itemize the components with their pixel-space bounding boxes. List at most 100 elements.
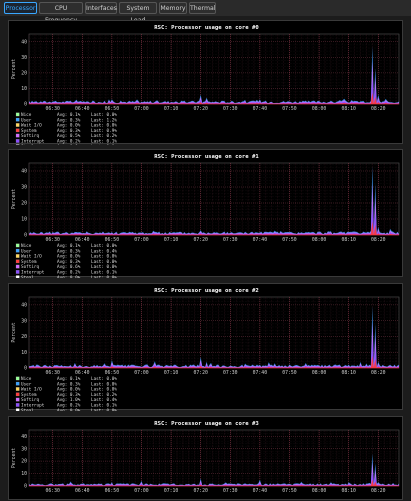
legend-avg: Avg: 0.3% [57,117,81,123]
x-tick-label: 06:50 [105,488,120,494]
legend-avg: Avg: 0.1% [57,243,81,249]
legend-swatch [15,392,20,397]
y-tick-label: 30 [21,446,27,452]
legend-avg: Avg: 0.0% [57,275,81,278]
x-tick-label: 08:10 [341,237,356,243]
legend-avg: Avg: 0.3% [57,248,81,254]
legend-swatch [15,381,20,386]
x-tick-label: 08:10 [341,370,356,376]
legend-swatch [15,123,20,127]
legend-last: Last: 0.0% [91,376,117,382]
x-tick-label: 07:00 [134,488,149,494]
legend-series-name: User [21,381,32,387]
x-tick-label: 07:10 [164,237,179,243]
x-tick-label: 07:40 [253,237,268,243]
legend-swatch [15,408,20,411]
legend-series-name: System [21,392,37,398]
legend-last: Last: 0.0% [91,275,117,278]
tab-memory[interactable]: Memory [159,2,187,14]
legend-swatch [15,248,20,253]
legend-swatch [15,128,20,133]
x-tick-label: 07:40 [253,488,268,494]
legend-series-name: Steal [21,408,34,411]
x-tick-label: 08:20 [371,370,386,376]
legend-last: Last: 0.0% [91,254,117,260]
x-tick-label: 07:30 [223,370,238,376]
y-tick-label: 40 [21,434,27,440]
y-tick-label: 40 [21,302,27,308]
tab-bar: Processor CPU Frequency Interfaces Syste… [0,0,411,24]
legend-series-name: Wait I/O [21,387,42,393]
y-tick-label: 20 [21,201,27,207]
legend-avg: Avg: 0.1% [57,112,81,118]
chart-title: RSC: Processor usage on core #2 [154,288,258,294]
x-tick-label: 06:50 [105,237,120,243]
legend-series-name: Interrupt [21,270,45,276]
y-tick-label: 30 [21,55,27,61]
tab-interfaces[interactable]: Interfaces [85,2,117,14]
legend-last: Last: 0.9% [91,128,117,134]
legend-series-name: Wait I/O [21,254,42,260]
plot-area [28,33,400,105]
legend-avg: Avg: 0.0% [57,123,81,129]
y-axis-label: Percent [11,322,17,342]
legend-swatch [15,133,20,138]
y-tick-label: 20 [21,70,27,76]
x-tick-label: 07:40 [253,370,268,376]
x-tick-label: 07:00 [134,106,149,112]
x-tick-label: 06:30 [45,106,60,112]
legend-series-name: System [21,259,37,265]
y-tick-label: 0 [24,484,27,490]
legend-series-name: Softirq [21,264,40,270]
chart-svg: RSC: Processor usage on core #3 06:30 06:4… [11,421,400,494]
x-tick-label: 07:40 [253,106,268,112]
plot-area [28,429,400,487]
legend-last: Last: 0.0% [91,387,117,393]
x-tick-label: 07:30 [223,237,238,243]
chart-title: RSC: Processor usage on core #1 [154,154,259,160]
x-tick-label: 08:00 [312,488,327,494]
legend-last: Last: 0.2% [91,133,117,139]
legend-avg: Avg: 0.3% [57,128,81,134]
legend-swatch [15,403,20,407]
x-tick-label: 08:20 [371,106,386,112]
legend-series-name: Softirq [21,133,40,139]
legend-last: Last: 0.0% [91,259,117,265]
y-tick-label: 0 [24,102,27,108]
x-tick-label: 07:50 [282,237,297,243]
legend-series-name: Wait I/O [21,123,42,129]
tab-thermal[interactable]: Thermal [189,2,216,14]
legend-last: Last: 0.0% [91,264,117,270]
legend-series-name: User [21,117,32,123]
x-tick-label: 08:20 [371,488,386,494]
y-tick-label: 10 [21,350,27,356]
x-tick-label: 07:20 [193,106,208,112]
x-tick-label: 07:20 [193,237,208,243]
legend-avg: Avg: 0.2% [57,270,81,276]
legend-last: Last: 0.0% [91,123,117,129]
x-tick-label: 07:50 [282,488,297,494]
chart-svg: RSC: Processor usage on core #1 06:30 06:4… [11,154,400,278]
legend-swatch [15,139,20,143]
legend-swatch [15,254,20,258]
chart-panel-core-3: RSC: Processor usage on core #3 06:30 06:4… [8,416,403,500]
x-tick-label: 07:30 [223,106,238,112]
chart-panel-core-0: RSC: Processor usage on core #0 06:30 06:4… [8,20,403,145]
tab-system-load[interactable]: System Load [119,2,157,24]
y-tick-label: 10 [21,471,27,477]
legend-last: Last: 0.1% [91,270,117,276]
x-tick-label: 07:10 [164,488,179,494]
x-tick-label: 06:40 [75,106,90,112]
legend-series-name: User [21,248,32,254]
legend-last: Last: 0.1% [91,403,117,409]
chart-svg: RSC: Processor usage on core #0 06:30 06:4… [11,25,400,145]
legend-last: Last: 0.0% [91,381,117,387]
y-tick-label: 30 [21,318,27,324]
tab-processor[interactable]: Processor [4,2,37,14]
y-axis-label: Percent [11,448,17,468]
tab-cpu-frequency[interactable]: CPU Frequency [39,2,83,24]
legend-series-name: Interrupt [21,403,45,409]
x-tick-label: 07:20 [193,370,208,376]
legend-last: Last: 0.0% [91,408,117,411]
legend-series-name: Softirq [21,397,40,403]
